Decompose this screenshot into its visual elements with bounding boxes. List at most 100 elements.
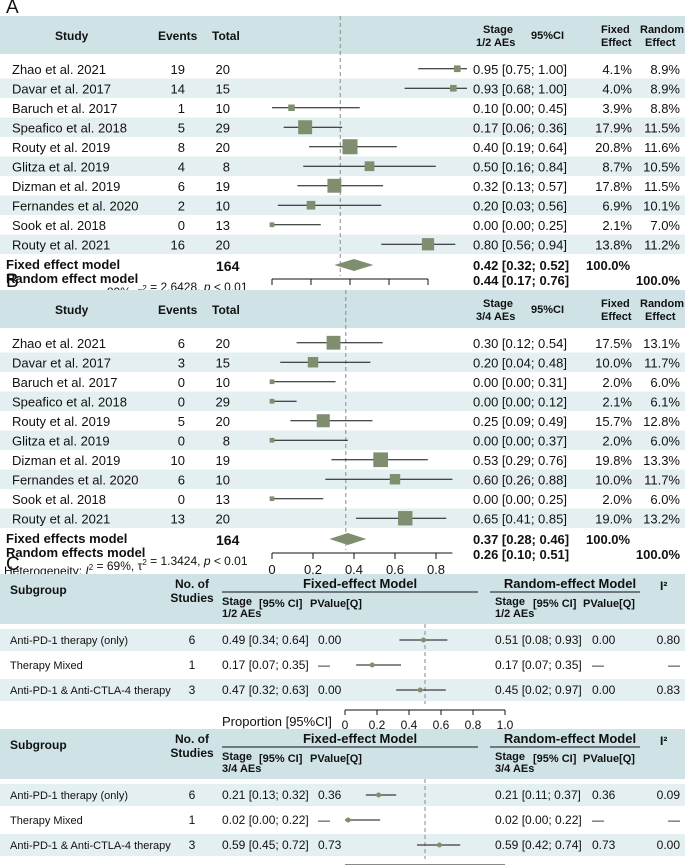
fixed-estimate-text: 0.49 [0.34; 0.64] (222, 633, 309, 647)
subgroup-count: 1 (189, 658, 196, 672)
study-weight-fixed: 13.8% (595, 237, 632, 252)
study-weight-fixed: 19.0% (595, 511, 632, 526)
study-total: 19 (216, 453, 230, 468)
study-weight-fixed: 19.8% (595, 453, 632, 468)
row-stripe (0, 78, 685, 98)
study-weight-fixed: 2.0% (602, 433, 632, 448)
x-tick-label: 0.6 (433, 718, 450, 732)
study-ci-text: 0.53 [0.29; 0.76] (473, 453, 567, 468)
random-model-title: Random-effect Model (504, 576, 636, 591)
study-events: 10 (171, 453, 185, 468)
study-marker (364, 161, 375, 172)
row-stripe (0, 391, 685, 411)
col-pval: PValue[Q] (310, 753, 362, 765)
fixed-model-title: Fixed-effect Model (303, 731, 417, 746)
i2-value: 0.83 (657, 683, 681, 697)
study-weight-random: 6.1% (650, 394, 680, 409)
study-weight-fixed: 20.8% (595, 140, 632, 155)
subgroup-name: Anti-PD-1 & Anti-CTLA-4 therapy (10, 685, 171, 697)
study-total: 29 (216, 394, 230, 409)
study-weight-fixed: 4.0% (602, 81, 632, 96)
col-random-sub: Effect (645, 311, 676, 323)
study-ci-text: 0.00 [0.00; 0.31] (473, 375, 567, 390)
panel-label: A (6, 0, 19, 18)
i2-value: 0.00 (657, 838, 681, 852)
col-stage-sub: 1/2 AEs (495, 608, 534, 620)
panel-label: C (6, 554, 20, 575)
random-pvalue: 0.00 (592, 683, 616, 697)
study-total: 10 (216, 101, 230, 116)
study-weight-random: 11.7% (644, 472, 680, 487)
subgroup-count: 3 (189, 838, 196, 852)
study-weight-fixed: 2.0% (602, 375, 632, 390)
col-total: Total (212, 29, 240, 43)
random-weight: 100.0% (636, 273, 681, 288)
study-marker (288, 104, 295, 112)
x-tick-label: 0 (342, 718, 349, 732)
study-ci-text: 0.20 [0.04; 0.48] (473, 355, 567, 370)
study-name: Dizman et al. 2019 (12, 179, 120, 194)
col-ci: [95% CI] (533, 598, 577, 610)
study-ci-text: 0.60 [0.26; 0.88] (473, 472, 567, 487)
study-total: 8 (223, 159, 230, 174)
i2-value: — (668, 658, 680, 672)
random-pvalue: 0.73 (592, 838, 616, 852)
fixed-ci-text: 0.42 [0.32; 0.52] (473, 258, 569, 273)
study-events: 3 (178, 355, 185, 370)
study-marker (269, 437, 275, 443)
study-weight-random: 11.7% (644, 355, 680, 370)
random-ci-text: 0.26 [0.10; 0.51] (473, 547, 569, 562)
axis-title: Proportion [95%CI] (222, 714, 332, 729)
col-stage-sub: 1/2 AEs (222, 608, 261, 620)
study-total: 20 (216, 414, 230, 429)
study-total: 10 (216, 375, 230, 390)
row-stripe (0, 834, 685, 856)
study-total: 20 (216, 140, 230, 155)
summary-diamond (329, 533, 367, 545)
study-marker (450, 84, 457, 92)
fixed-pvalue: — (318, 658, 330, 672)
random-pvalue: — (592, 813, 604, 827)
study-name: Zhao et al. 2021 (12, 336, 106, 351)
study-weight-random: 13.3% (643, 453, 680, 468)
study-ci-text: 0.25 [0.09; 0.49] (473, 414, 567, 429)
study-ci-text: 0.00 [0.00; 0.25] (473, 492, 567, 507)
study-marker (398, 511, 413, 526)
study-total: 20 (216, 511, 230, 526)
study-weight-random: 10.1% (643, 198, 680, 213)
random-pvalue: — (592, 658, 604, 672)
study-weight-random: 8.8% (650, 101, 680, 116)
fixed-pvalue: 0.73 (318, 838, 342, 852)
study-weight-fixed: 2.1% (602, 394, 632, 409)
study-marker (327, 178, 342, 193)
study-events: 5 (178, 120, 185, 135)
study-ci-text: 0.40 [0.19; 0.64] (473, 140, 567, 155)
col-fixed: Fixed (601, 298, 630, 310)
random-estimate-text: 0.02 [0.00; 0.22] (495, 813, 582, 827)
total-count: 164 (216, 258, 240, 274)
study-weight-random: 8.9% (650, 62, 680, 77)
random-estimate-text: 0.17 [0.07; 0.35] (495, 658, 582, 672)
study-events: 4 (178, 159, 185, 174)
study-name: Dizman et al. 2019 (12, 453, 120, 468)
study-total: 10 (216, 472, 230, 487)
study-name: Glitza et al. 2019 (12, 433, 110, 448)
study-name: Sook et al. 2018 (12, 492, 106, 507)
study-ci-text: 0.95 [0.75; 1.00] (473, 62, 567, 77)
study-weight-fixed: 2.0% (602, 492, 632, 507)
study-weight-fixed: 8.7% (602, 159, 632, 174)
study-ci-text: 0.93 [0.68; 1.00] (473, 81, 567, 96)
fixed-pvalue: 0.00 (318, 683, 342, 697)
subgroup-marker (345, 817, 351, 823)
row-stripe (0, 117, 685, 137)
study-name: Speafico et al. 2018 (12, 394, 127, 409)
panel-label: B (6, 271, 19, 292)
fixed-pvalue: — (318, 813, 330, 827)
study-marker (389, 474, 401, 485)
study-weight-random: 7.0% (650, 218, 680, 233)
col-stage-sub: 3/4 AEs (476, 311, 515, 323)
col-events: Events (158, 303, 198, 317)
study-total: 8 (223, 433, 230, 448)
study-weight-random: 6.0% (650, 375, 680, 390)
